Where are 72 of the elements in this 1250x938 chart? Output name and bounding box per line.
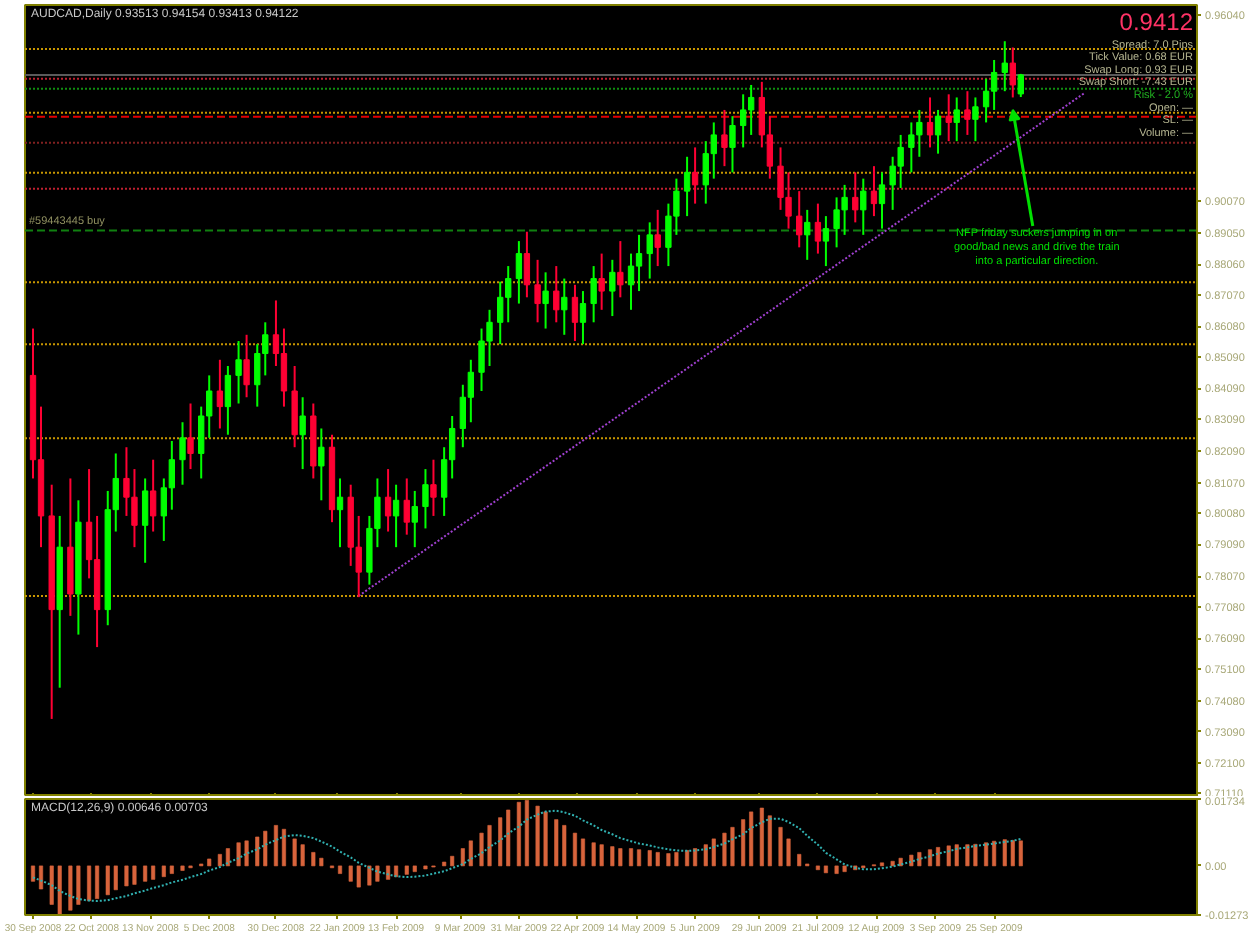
candlestick [141, 477, 149, 564]
candlestick [729, 115, 736, 174]
candlestick [609, 258, 616, 318]
candlestick [721, 108, 728, 168]
candlestick [747, 83, 755, 136]
candlestick [889, 155, 896, 211]
candlestick [67, 477, 74, 617]
candlestick [878, 171, 886, 230]
candlestick [982, 77, 990, 124]
candlestick [777, 146, 784, 211]
candlestick [168, 439, 175, 511]
candlestick [336, 477, 344, 549]
annotation: 0.9412 [1119, 8, 1194, 36]
candlestick [243, 333, 250, 399]
candlestick [964, 90, 971, 136]
candlestick [870, 165, 878, 218]
candlestick [934, 108, 942, 155]
candlestick [542, 271, 549, 330]
candlestick [318, 427, 325, 502]
candlestick [553, 265, 560, 324]
candlestick [403, 477, 410, 536]
candlestick [702, 140, 709, 205]
candlestick [972, 96, 979, 143]
candlestick [505, 265, 512, 324]
candlestick [430, 458, 437, 517]
candlestick [467, 358, 475, 424]
candlestick [796, 190, 803, 249]
candlestick [515, 240, 523, 305]
candlestick [916, 108, 923, 158]
candlestick [411, 489, 418, 549]
candlestick [822, 215, 830, 268]
candlestick [598, 252, 605, 311]
candlestick [814, 202, 822, 255]
candlestick [422, 468, 429, 530]
candlestick [235, 340, 242, 405]
candlestick [179, 421, 186, 486]
candlestick [804, 208, 811, 261]
candlestick [635, 233, 643, 293]
candlestick [1001, 40, 1008, 93]
candlestick [833, 196, 840, 249]
candlestick [571, 283, 579, 343]
candlestick [478, 327, 485, 393]
candlestick [654, 208, 661, 268]
candlestick [131, 468, 138, 549]
candlestick [561, 277, 568, 336]
candlestick [579, 290, 587, 346]
candlestick [627, 252, 635, 311]
candlestick [291, 365, 298, 449]
candlestick [852, 171, 859, 224]
candlestick [187, 402, 194, 471]
candlestick [224, 365, 232, 436]
candlestick [149, 458, 157, 533]
candlestick [523, 230, 531, 299]
candlestick [691, 146, 699, 205]
candlestick [953, 96, 960, 143]
candlestick [990, 58, 998, 111]
candlestick [739, 93, 747, 149]
candlestick [299, 396, 306, 471]
candlestick [384, 468, 392, 533]
candlestick [617, 240, 624, 299]
candlestick [646, 221, 653, 280]
candlestick [683, 155, 691, 218]
candlestick [216, 358, 224, 430]
candlestick [945, 93, 952, 143]
candlestick [280, 327, 288, 408]
candlestick [1009, 46, 1016, 99]
candlestick [262, 321, 269, 377]
candlestick [590, 265, 597, 324]
candlestick [534, 258, 541, 324]
candlestick [392, 483, 400, 549]
candlestick [926, 96, 934, 149]
candlestick [860, 177, 867, 236]
